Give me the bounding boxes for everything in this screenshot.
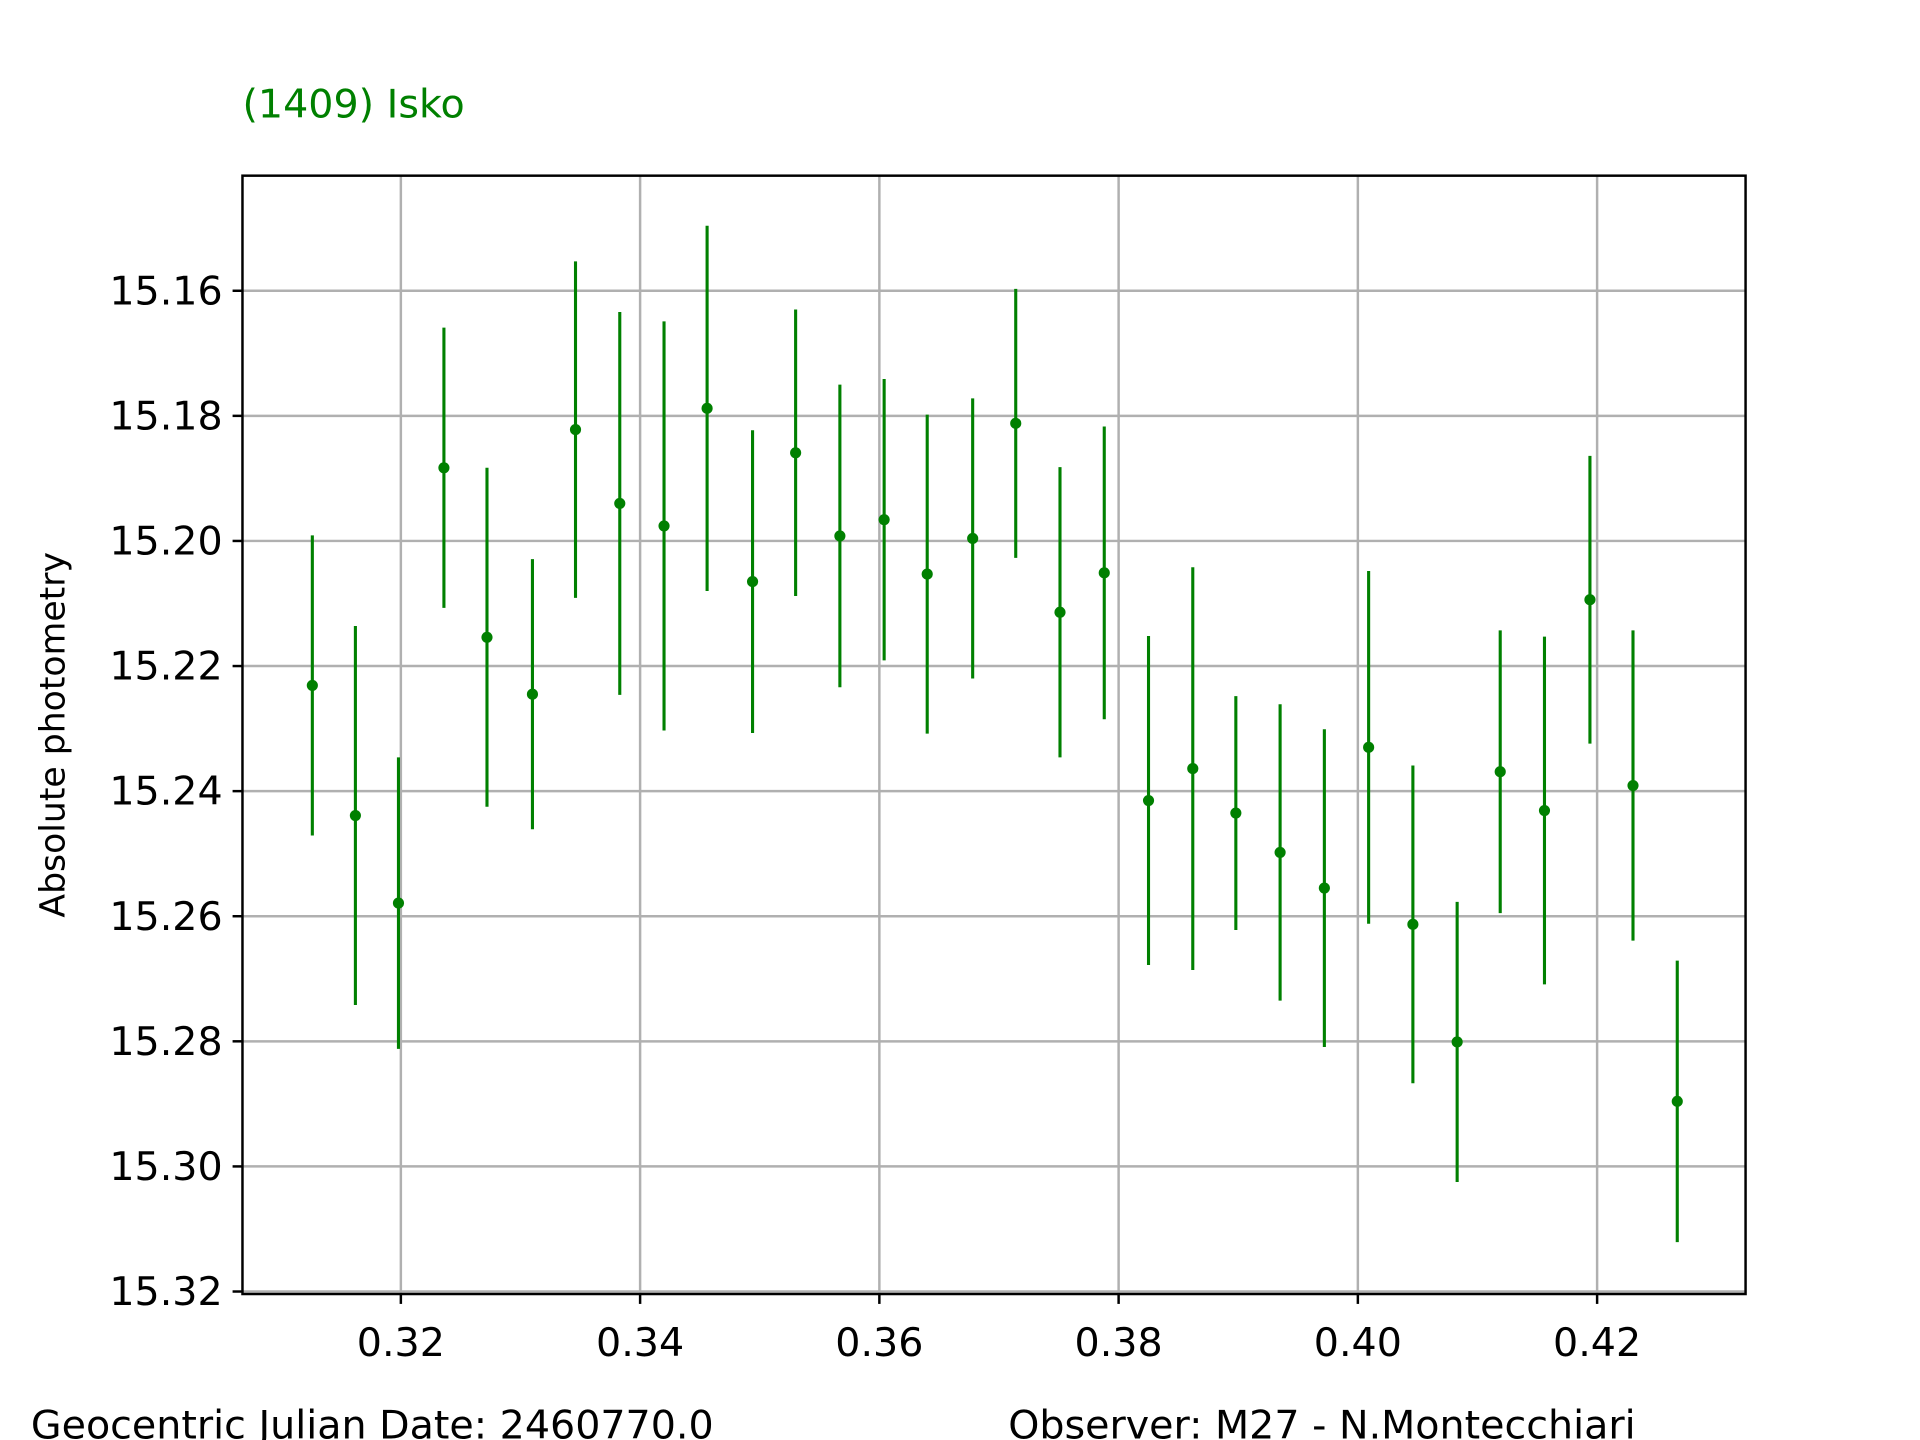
data-point (526, 688, 539, 700)
data-point (1230, 807, 1242, 819)
plot-frame (241, 174, 1747, 1296)
data-point (878, 514, 890, 526)
data-point (1274, 846, 1286, 859)
data-point (306, 679, 318, 691)
data-point (1671, 1095, 1683, 1107)
data-point (392, 897, 405, 909)
data-point (790, 447, 802, 459)
y-tick-label: 15.30 (109, 1144, 222, 1190)
data-point (481, 631, 493, 643)
data-point (349, 809, 361, 822)
data-point (1451, 1036, 1463, 1048)
data-point (967, 532, 979, 545)
data-point (438, 462, 450, 474)
data-point (1098, 567, 1110, 579)
data-point (1494, 766, 1506, 778)
y-axis-label: Absolute photometry (33, 552, 73, 918)
data-point (701, 402, 713, 414)
data-point (1187, 763, 1199, 775)
data-point (1142, 794, 1155, 807)
footer-date: Geocentric Julian Date: 2460770.0 (31, 1403, 714, 1440)
y-tick-label: 15.32 (109, 1269, 222, 1315)
x-tick-label: 0.40 (1314, 1320, 1402, 1366)
data-point (834, 530, 846, 542)
data-point (921, 568, 933, 580)
data-point (569, 424, 582, 436)
x-tick-label: 0.38 (1075, 1320, 1163, 1366)
data-point (1627, 779, 1639, 792)
data-point (746, 576, 759, 588)
data-point (1010, 417, 1022, 429)
data-point (1407, 918, 1419, 930)
y-tick-label: 15.18 (109, 393, 222, 439)
data-point (1363, 741, 1375, 753)
footer-observer: Observer: M27 - N.Montecchiari (1008, 1403, 1635, 1440)
y-tick-label: 15.20 (109, 519, 222, 565)
x-tick-label: 0.36 (835, 1320, 923, 1366)
x-tick-label: 0.42 (1553, 1320, 1641, 1366)
data-point (658, 520, 670, 532)
y-tick-label: 15.16 (109, 268, 222, 314)
data-point (1054, 606, 1066, 618)
data-point (1584, 594, 1596, 606)
y-tick-label: 15.28 (109, 1019, 222, 1065)
data-point (614, 497, 626, 509)
data-point (1318, 882, 1330, 894)
data-point (1538, 804, 1551, 817)
x-tick-label: 0.32 (357, 1320, 445, 1366)
y-tick-label: 15.24 (109, 769, 222, 815)
chart-title: (1409) Isko (242, 82, 464, 128)
y-tick-label: 15.22 (109, 644, 222, 690)
y-tick-label: 15.26 (109, 894, 222, 940)
x-tick-label: 0.34 (596, 1320, 684, 1366)
